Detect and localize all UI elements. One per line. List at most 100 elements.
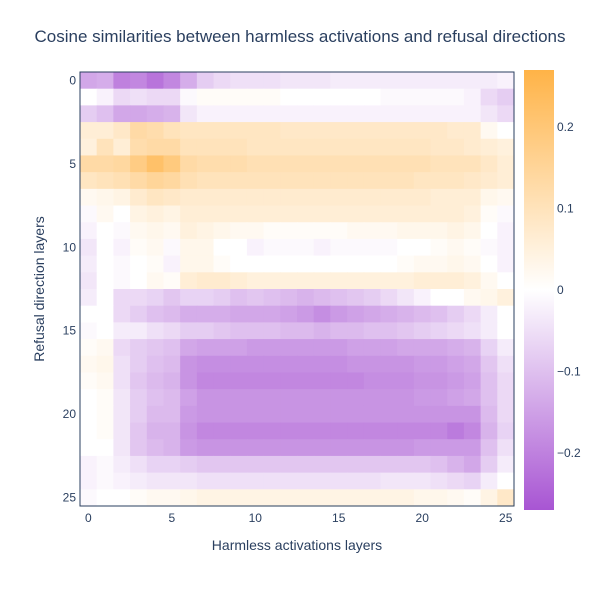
- heatmap-cell: [130, 122, 148, 140]
- heatmap-cell: [230, 255, 248, 273]
- heatmap-cell: [430, 172, 448, 190]
- heatmap-cell: [413, 355, 432, 374]
- heatmap-cell: [113, 305, 131, 323]
- heatmap-cell: [330, 372, 348, 390]
- heatmap-cell: [363, 389, 382, 407]
- heatmap-cell: [146, 138, 165, 157]
- heatmap-cell: [246, 472, 265, 490]
- heatmap-cell: [397, 138, 415, 157]
- heatmap-cell: [263, 272, 281, 290]
- heatmap-cell: [113, 422, 131, 440]
- heatmap-cell: [480, 238, 498, 257]
- heatmap-cell: [96, 138, 114, 157]
- heatmap-cell: [313, 122, 331, 140]
- heatmap-cell: [130, 355, 148, 374]
- heatmap-cell: [313, 305, 331, 323]
- heatmap-cell: [363, 289, 382, 307]
- heatmap-cell: [163, 138, 181, 157]
- heatmap-cell: [330, 222, 348, 240]
- heatmap-cell: [463, 322, 482, 340]
- heatmap-cell: [146, 188, 165, 207]
- heatmap-cell: [96, 222, 114, 240]
- heatmap-cell: [480, 138, 498, 157]
- heatmap-cell: [213, 172, 231, 190]
- heatmap-cell: [380, 72, 398, 90]
- heatmap-cell: [363, 472, 382, 490]
- heatmap-cell: [280, 305, 298, 323]
- heatmap-cell: [363, 155, 382, 173]
- heatmap-cell: [297, 322, 315, 340]
- heatmap-cell: [213, 105, 231, 123]
- heatmap-cell: [447, 72, 465, 90]
- heatmap-cell: [313, 172, 331, 190]
- heatmap-cell: [497, 339, 515, 357]
- heatmap-cell: [263, 472, 281, 490]
- heatmap-cell: [80, 172, 98, 190]
- heatmap-cell: [480, 172, 498, 190]
- heatmap-cell: [480, 289, 498, 307]
- heatmap-cell: [163, 105, 181, 123]
- heatmap-cell: [347, 389, 365, 407]
- heatmap-cell: [96, 72, 114, 90]
- heatmap-cell: [363, 372, 382, 390]
- heatmap-cell: [163, 272, 181, 290]
- heatmap-cell: [80, 405, 98, 424]
- heatmap-cell: [146, 172, 165, 190]
- heatmap-cell: [130, 305, 148, 323]
- heatmap-cell: [330, 138, 348, 157]
- heatmap-cell: [96, 238, 114, 257]
- heatmap-cell: [363, 88, 382, 106]
- heatmap-cell: [213, 72, 231, 90]
- heatmap-cell: [146, 122, 165, 140]
- heatmap-cell: [96, 439, 114, 457]
- heatmap-cell: [347, 322, 365, 340]
- heatmap-cell: [196, 155, 215, 173]
- heatmap-cell: [163, 155, 181, 173]
- y-tick-label: 10: [63, 240, 77, 254]
- y-tick-label: 20: [63, 407, 77, 421]
- heatmap-cell: [330, 422, 348, 440]
- heatmap-cell: [213, 305, 231, 323]
- heatmap-cell: [430, 222, 448, 240]
- heatmap-cell: [397, 472, 415, 490]
- heatmap-cell: [497, 389, 515, 407]
- heatmap-cell: [330, 489, 348, 507]
- heatmap-cell: [213, 238, 231, 257]
- heatmap-cell: [497, 455, 515, 474]
- heatmap-cell: [430, 272, 448, 290]
- heatmap-cell: [397, 238, 415, 257]
- heatmap-cell: [447, 472, 465, 490]
- heatmap-cell: [213, 122, 231, 140]
- heatmap-cell: [447, 422, 465, 440]
- heatmap-cell: [330, 188, 348, 207]
- heatmap-cell: [397, 322, 415, 340]
- heatmap-cell: [163, 372, 181, 390]
- heatmap-cell: [180, 238, 198, 257]
- heatmap-cell: [380, 105, 398, 123]
- heatmap-cell: [80, 322, 98, 340]
- heatmap-cell: [363, 489, 382, 507]
- heatmap-cell: [480, 322, 498, 340]
- heatmap-cell: [397, 172, 415, 190]
- heatmap-cell: [347, 222, 365, 240]
- heatmap-cell: [380, 339, 398, 357]
- heatmap-cell: [196, 489, 215, 507]
- heatmap-cell: [413, 272, 432, 290]
- heatmap-cell: [113, 322, 131, 340]
- heatmap-cell: [180, 272, 198, 290]
- heatmap-cell: [163, 439, 181, 457]
- heatmap-cell: [163, 322, 181, 340]
- heatmap-cell: [113, 238, 131, 257]
- heatmap-cell: [80, 205, 98, 223]
- heatmap-cell: [380, 238, 398, 257]
- heatmap-cell: [263, 72, 281, 90]
- heatmap-cell: [330, 455, 348, 474]
- heatmap-cell: [96, 188, 114, 207]
- heatmap-cell: [497, 138, 515, 157]
- heatmap-cell: [447, 489, 465, 507]
- y-axis-ticks: 0 5 10 15 20 25: [63, 73, 77, 504]
- heatmap-cell: [130, 322, 148, 340]
- heatmap-cell: [463, 455, 482, 474]
- heatmap-cell: [380, 439, 398, 457]
- heatmap-cell: [213, 372, 231, 390]
